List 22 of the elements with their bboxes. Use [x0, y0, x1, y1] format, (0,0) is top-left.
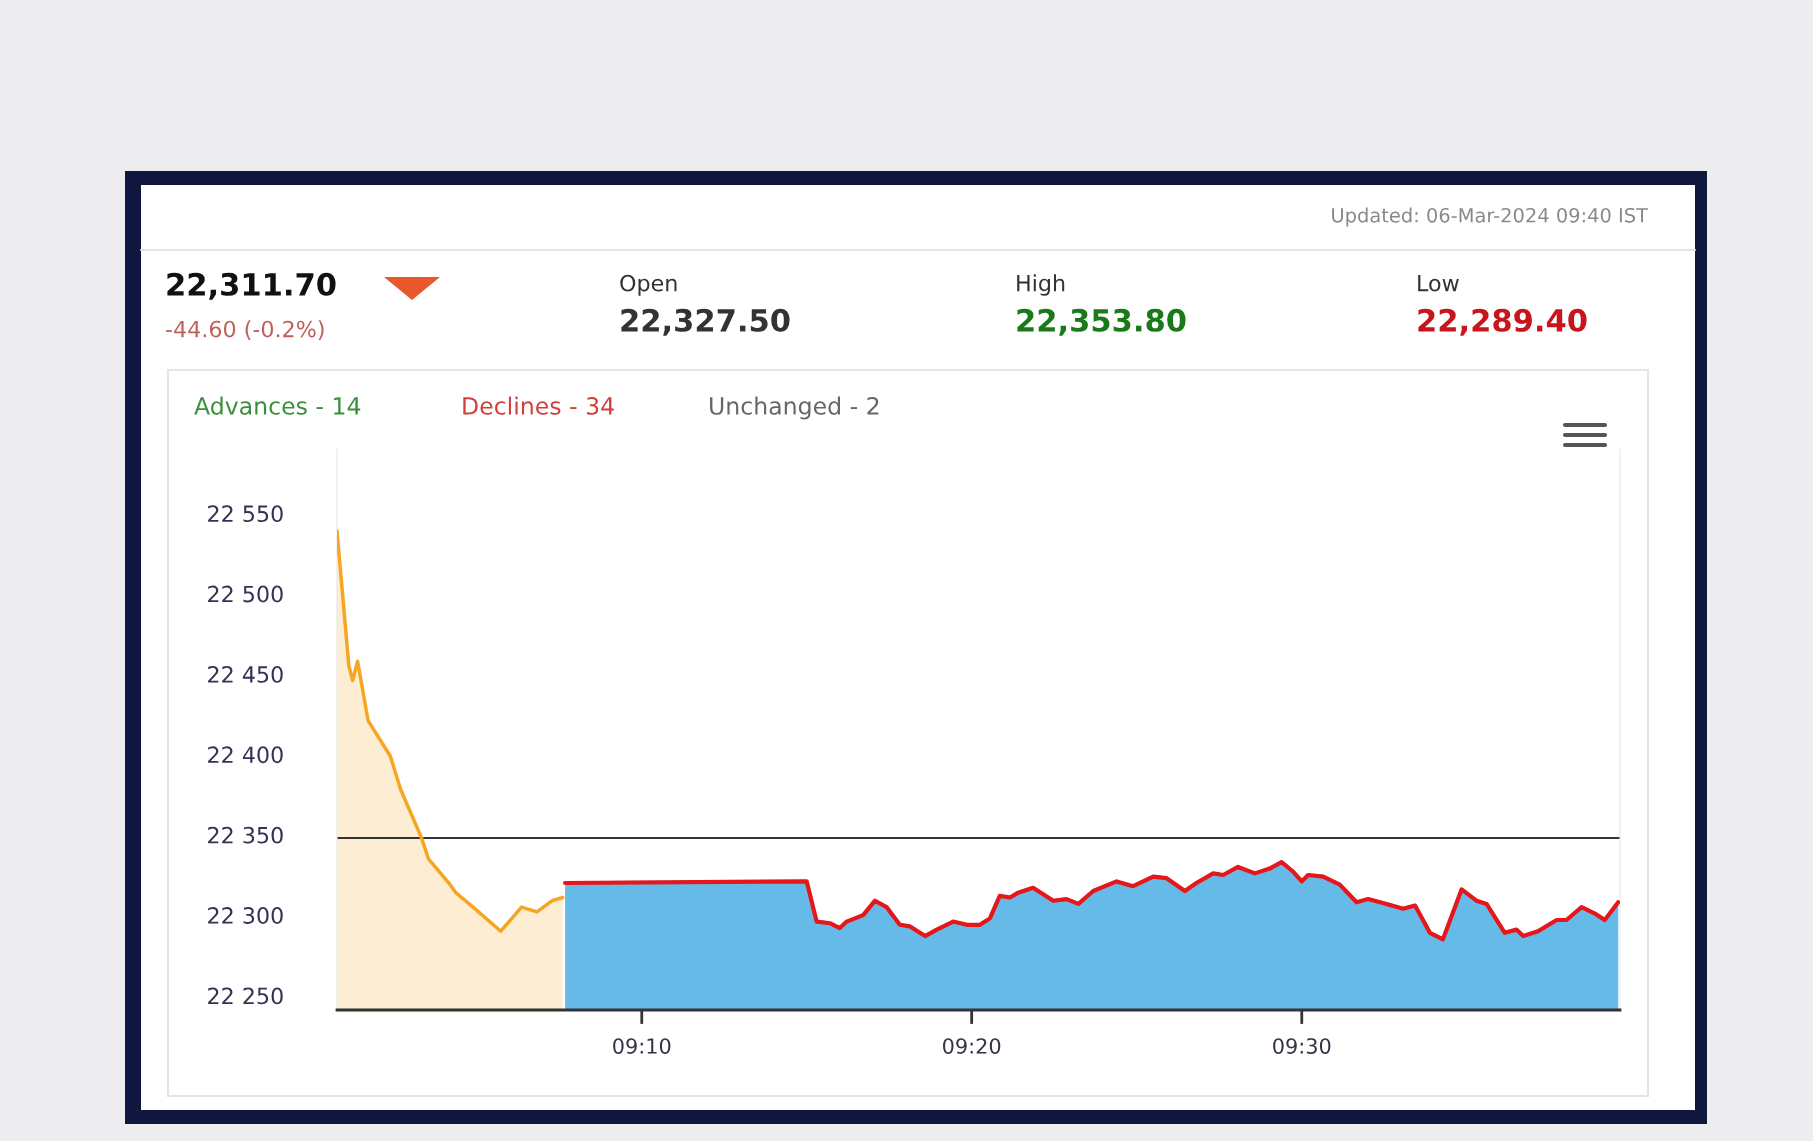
y-tick-label: 22 400	[208, 746, 283, 764]
y-tick-label: 22 300	[208, 907, 283, 924]
text: High	[1017, 274, 1065, 296]
text: Low	[1418, 274, 1459, 292]
y-tick-label: 22 500	[208, 585, 283, 603]
y-tick-label: 22 550	[208, 505, 283, 523]
text: Declines - 34	[463, 396, 614, 415]
text: 22,311.70	[167, 272, 336, 300]
y-tick-label: 22 250	[208, 987, 283, 1005]
text: 22,327.50	[621, 308, 790, 336]
text: Advances - 14	[194, 396, 361, 415]
text: Unchanged - 2	[710, 396, 879, 420]
x-tick-label: 09:30	[1273, 1038, 1331, 1054]
text: -44.60 (-0.2%)	[166, 320, 324, 341]
text: Open	[620, 274, 677, 296]
x-tick-label: 09:10	[613, 1038, 671, 1054]
y-tick-label: 22 450	[208, 665, 283, 683]
y-tick-label: 22 350	[208, 826, 283, 844]
x-tick-label: 09:20	[943, 1038, 1001, 1054]
text: Updated: 06-Mar-2024 09:40 IST	[1332, 207, 1649, 227]
text: 22,353.80	[1017, 308, 1186, 336]
text: 22,289.40	[1418, 308, 1587, 336]
